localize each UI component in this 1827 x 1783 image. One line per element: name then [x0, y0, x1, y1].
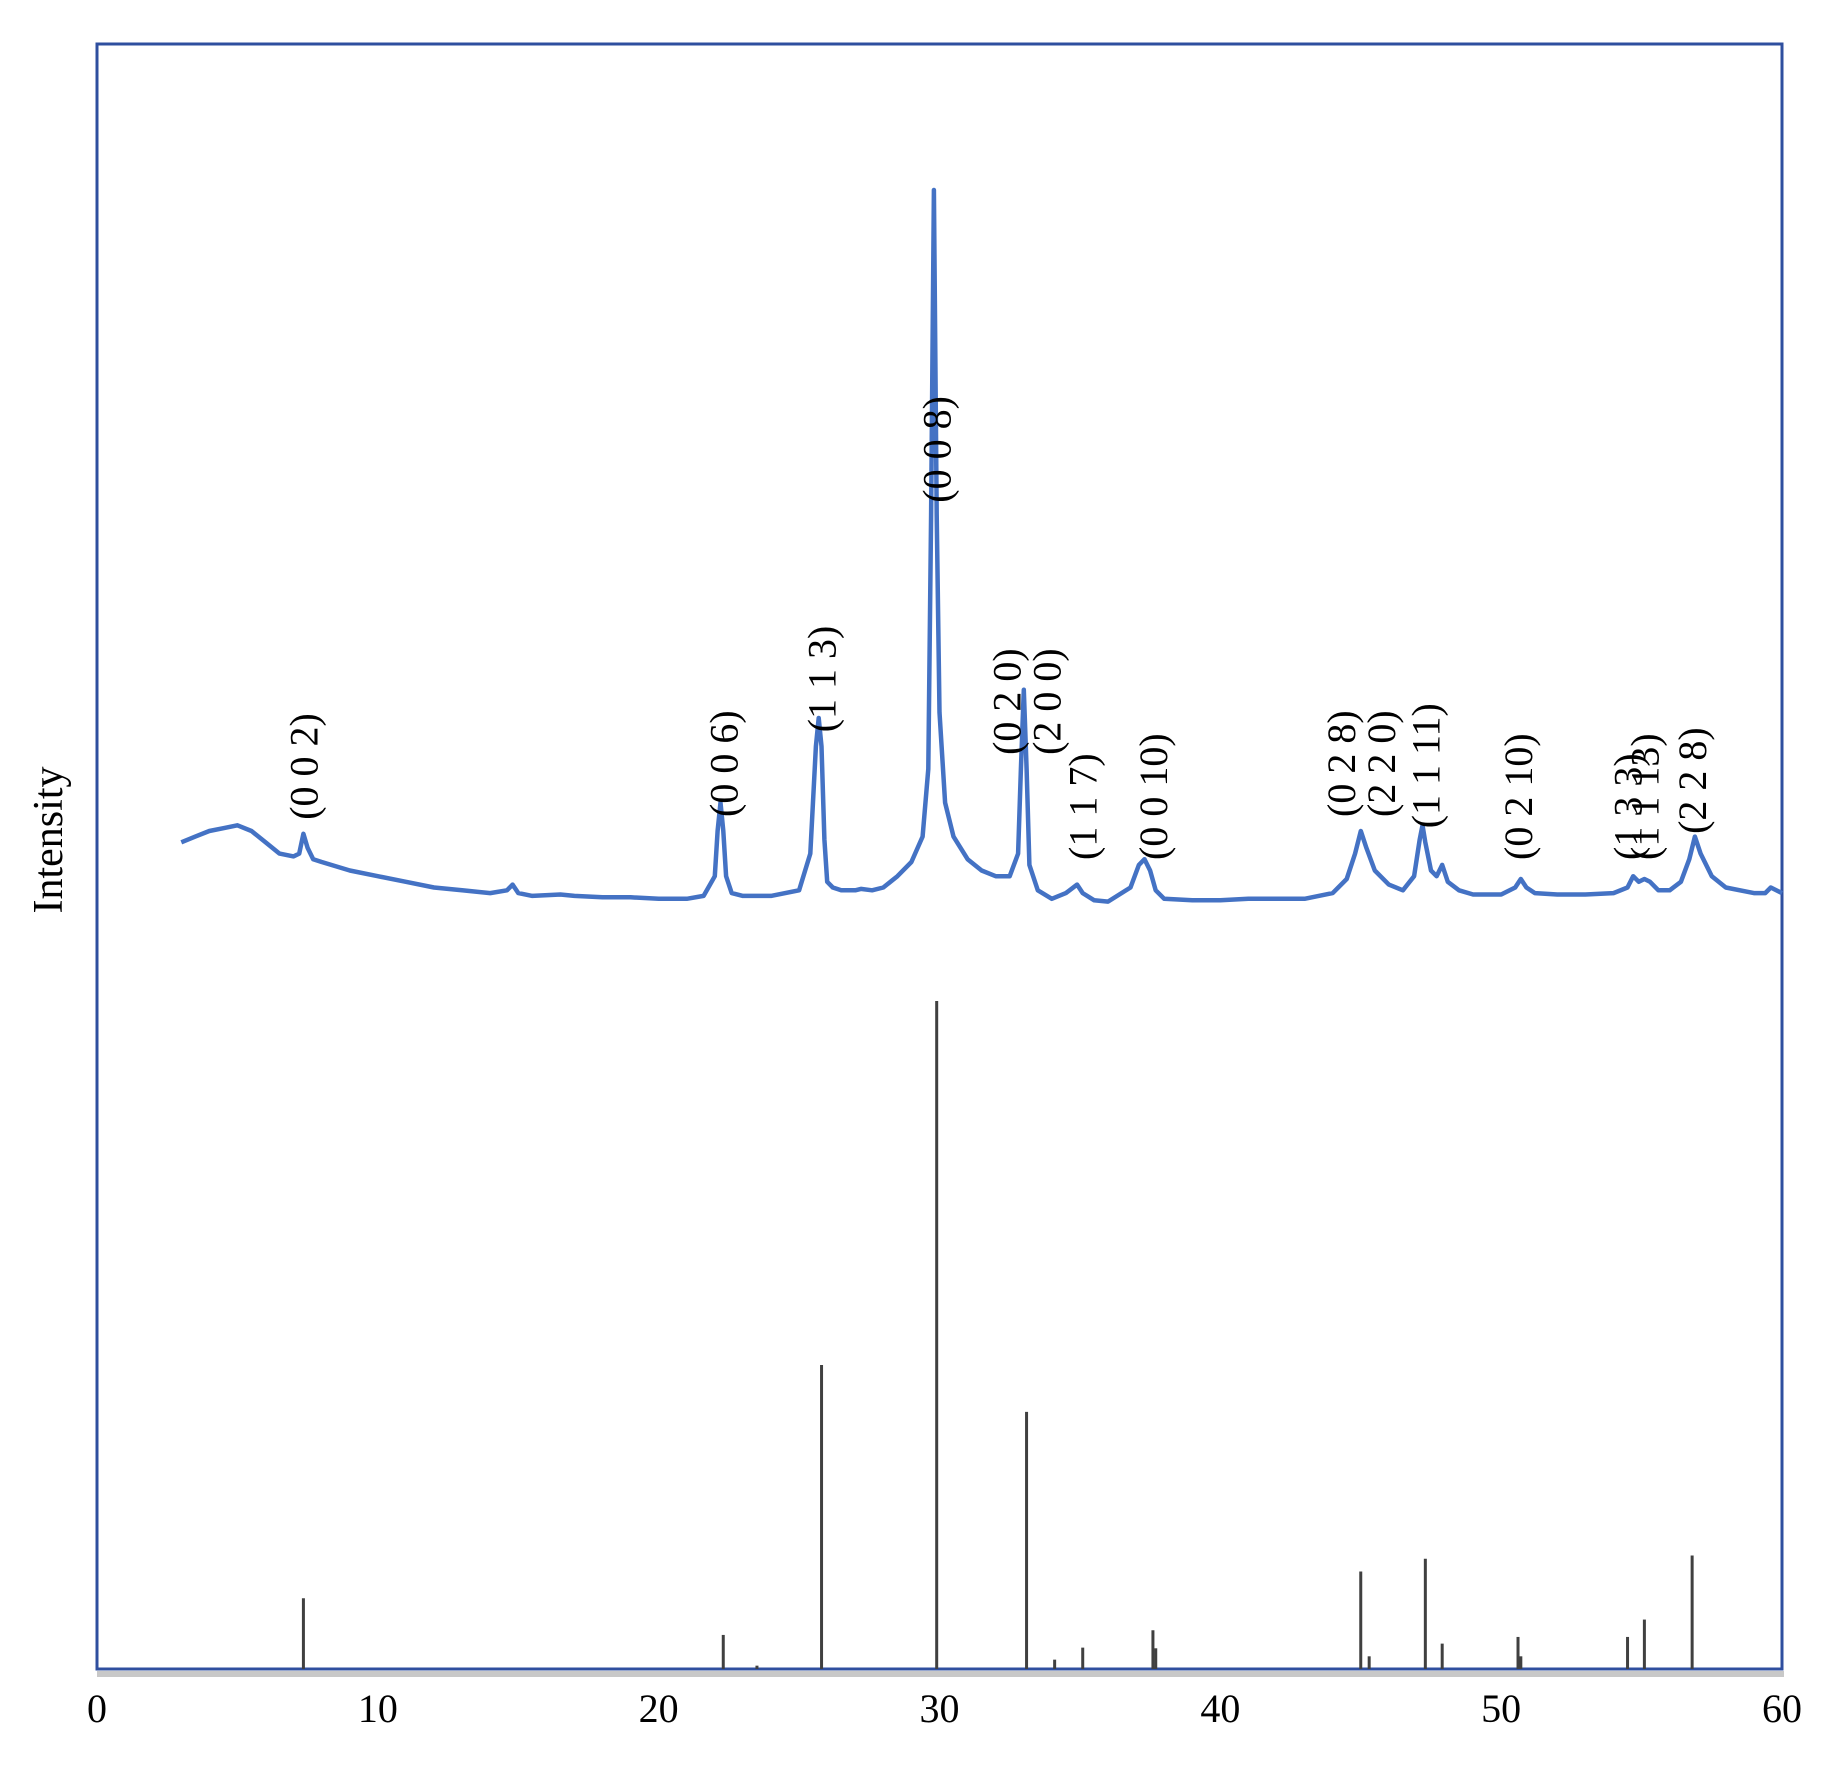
peak-label: (0 2 10) [1496, 733, 1541, 860]
peak-label: (2 2 8) [1670, 727, 1715, 834]
peak-labels: (0 0 2) (0 0 6) (1 1 3) (0 0 8) (0 2 0)(2 0 … [281, 396, 1715, 860]
peak-label: (1 1 13) [1622, 733, 1667, 860]
peak-label-text: (0 0 10) [1131, 733, 1176, 860]
x-tick-label: 30 [920, 1686, 960, 1731]
peak-label: (0 0 10) [1131, 733, 1176, 860]
peak-label: (1 1 7) [1061, 753, 1106, 860]
x-tick-labels: 0 10 20 30 40 50 60 [87, 1686, 1802, 1731]
peak-label: (0 0 6) [701, 710, 746, 817]
x-tick-label: 10 [358, 1686, 398, 1731]
peak-label-text: (0 2 10) [1496, 733, 1541, 860]
x-tick-label: 0 [87, 1686, 107, 1731]
peak-label: (0 2 8)(2 2 0) [1319, 710, 1404, 817]
peak-label-text: (1 1 7) [1061, 753, 1106, 860]
reference-lines [301, 1001, 1694, 1669]
peak-label-text: (0 2 0) [985, 648, 1030, 755]
x-tick-label: 20 [639, 1686, 679, 1731]
y-axis-title: Intensity [26, 767, 72, 914]
peak-label-text: (0 2 8) [1319, 710, 1364, 817]
x-tick-label: 60 [1762, 1686, 1802, 1731]
peak-label: (1 1 3) [800, 626, 845, 733]
plot-area-background [97, 44, 1782, 1669]
peak-label-text: (0 0 8) [915, 396, 960, 503]
measured-pattern-line [180, 187, 1784, 904]
peak-label: (0 2 0)(2 0 0) [985, 648, 1070, 755]
peak-label: (1 1 11) [1403, 703, 1448, 828]
peak-label: (0 0 2) [281, 713, 326, 820]
x-tick-label: 40 [1200, 1686, 1240, 1731]
peak-label-text: (1 1 11) [1403, 703, 1448, 828]
peak-label-text: (2 0 0) [1025, 648, 1070, 755]
peak-label: (1 3 3) [1606, 753, 1651, 860]
peak-label-text: (2 2 0) [1359, 710, 1404, 817]
x-tick-label: 50 [1481, 1686, 1521, 1731]
peak-label-text: (1 1 3) [800, 626, 845, 733]
peak-label: (0 0 8) [915, 396, 960, 503]
peak-label-text: (0 0 6) [701, 710, 746, 817]
peak-label-text: (0 0 2) [281, 713, 326, 820]
peak-label-text: (1 3 3) [1606, 753, 1651, 860]
plot-frame [95, 42, 1784, 1671]
peak-label-text: (1 1 13) [1622, 733, 1667, 860]
peak-label-text: (2 2 8) [1670, 727, 1715, 834]
